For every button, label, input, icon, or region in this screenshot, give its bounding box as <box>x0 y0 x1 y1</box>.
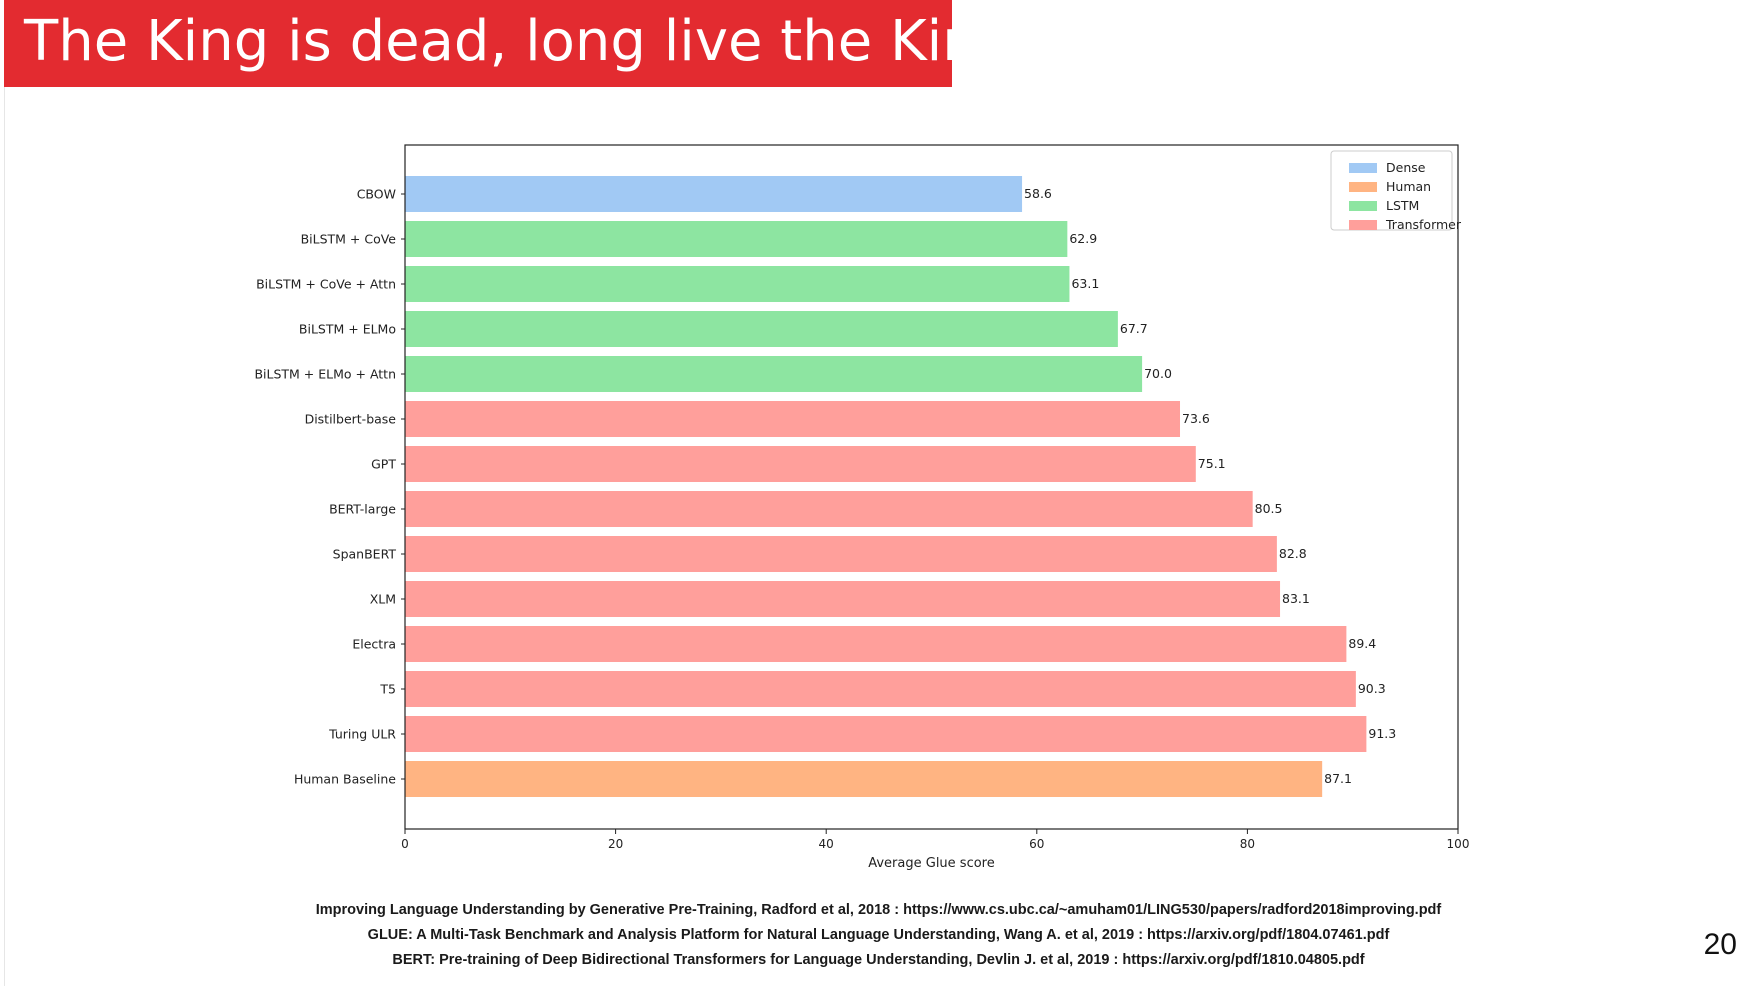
y-tick-label: T5 <box>379 682 396 697</box>
y-tick-label: BiLSTM + CoVe <box>301 232 397 247</box>
y-tick-label: CBOW <box>357 187 396 202</box>
legend-label: LSTM <box>1386 198 1419 213</box>
references: Improving Language Understanding by Gene… <box>0 898 1757 973</box>
data-label: 63.1 <box>1071 276 1099 291</box>
x-tick-label: 20 <box>608 837 623 851</box>
legend-swatch <box>1349 201 1377 211</box>
data-label: 73.6 <box>1182 411 1210 426</box>
bar <box>405 311 1118 347</box>
bar <box>405 356 1143 392</box>
y-tick-label: BiLSTM + CoVe + Attn <box>256 277 396 292</box>
title-band: The King is dead, long live the King! <box>4 0 1036 87</box>
data-label: 62.9 <box>1069 231 1097 246</box>
bar <box>405 761 1323 797</box>
bar <box>405 536 1277 572</box>
bar <box>405 491 1253 527</box>
bar <box>405 581 1281 617</box>
bar <box>405 401 1181 437</box>
data-label: 67.7 <box>1120 321 1148 336</box>
x-tick-label: 40 <box>819 837 834 851</box>
bar <box>405 176 1023 212</box>
x-axis-label: Average Glue score <box>868 856 995 871</box>
y-tick-label: Turing ULR <box>328 727 396 742</box>
y-tick-label: BERT-large <box>329 502 396 517</box>
x-tick-label: 60 <box>1029 837 1044 851</box>
reference-line: Improving Language Understanding by Gene… <box>315 902 1442 918</box>
y-tick-label: SpanBERT <box>333 547 397 562</box>
x-tick-label: 0 <box>401 837 409 851</box>
data-label: 83.1 <box>1282 591 1310 606</box>
data-label: 90.3 <box>1358 681 1386 696</box>
bar <box>405 671 1356 707</box>
data-label: 75.1 <box>1198 456 1226 471</box>
legend-label: Human <box>1386 179 1431 194</box>
y-tick-label: GPT <box>371 457 396 472</box>
data-label: 91.3 <box>1368 726 1396 741</box>
reference-line: GLUE: A Multi-Task Benchmark and Analysi… <box>367 927 1390 943</box>
bars-layer <box>405 176 1367 797</box>
x-tick-label: 100 <box>1447 837 1470 851</box>
bar <box>405 626 1347 662</box>
slide-left-rule <box>4 87 5 986</box>
data-label: 70.0 <box>1144 366 1172 381</box>
bar <box>405 716 1367 752</box>
bar-chart: CBOW 58.6 BiLSTM + CoVe 62.9 BiLSTM + CoVe +… <box>254 144 1469 871</box>
page-number: 20 <box>1703 928 1737 961</box>
legend-label: Transformer <box>1385 217 1462 232</box>
y-tick-label: BiLSTM + ELMo + Attn <box>254 367 396 382</box>
data-label: 87.1 <box>1324 771 1352 786</box>
data-label: 82.8 <box>1279 546 1307 561</box>
x-tick-label: 80 <box>1240 837 1255 851</box>
legend-label: Dense <box>1386 160 1426 175</box>
legend: Dense Human LSTM Transformer <box>1330 150 1462 232</box>
bar <box>405 221 1068 257</box>
data-label: 89.4 <box>1348 636 1376 651</box>
data-label: 58.6 <box>1024 186 1052 201</box>
legend-swatch <box>1349 163 1377 173</box>
slide-title: The King is dead, long live the King! <box>24 9 1036 74</box>
bar <box>405 266 1070 302</box>
plot-frame <box>404 144 1459 830</box>
legend-swatch <box>1349 182 1377 192</box>
legend-swatch <box>1349 220 1377 230</box>
labels-layer: CBOW 58.6 BiLSTM + CoVe 62.9 BiLSTM + CoVe +… <box>254 186 1396 787</box>
data-label: 80.5 <box>1255 501 1283 516</box>
bar <box>405 446 1196 482</box>
y-tick-label: XLM <box>370 592 396 607</box>
y-tick-label: Electra <box>352 637 396 652</box>
y-tick-label: Human Baseline <box>294 772 396 787</box>
x-axis: 0 20 40 60 80 100 <box>401 829 1469 851</box>
y-tick-label: Distilbert-base <box>305 412 397 427</box>
y-tick-label: BiLSTM + ELMo <box>299 322 396 337</box>
reference-line: BERT: Pre-training of Deep Bidirectional… <box>392 952 1365 968</box>
